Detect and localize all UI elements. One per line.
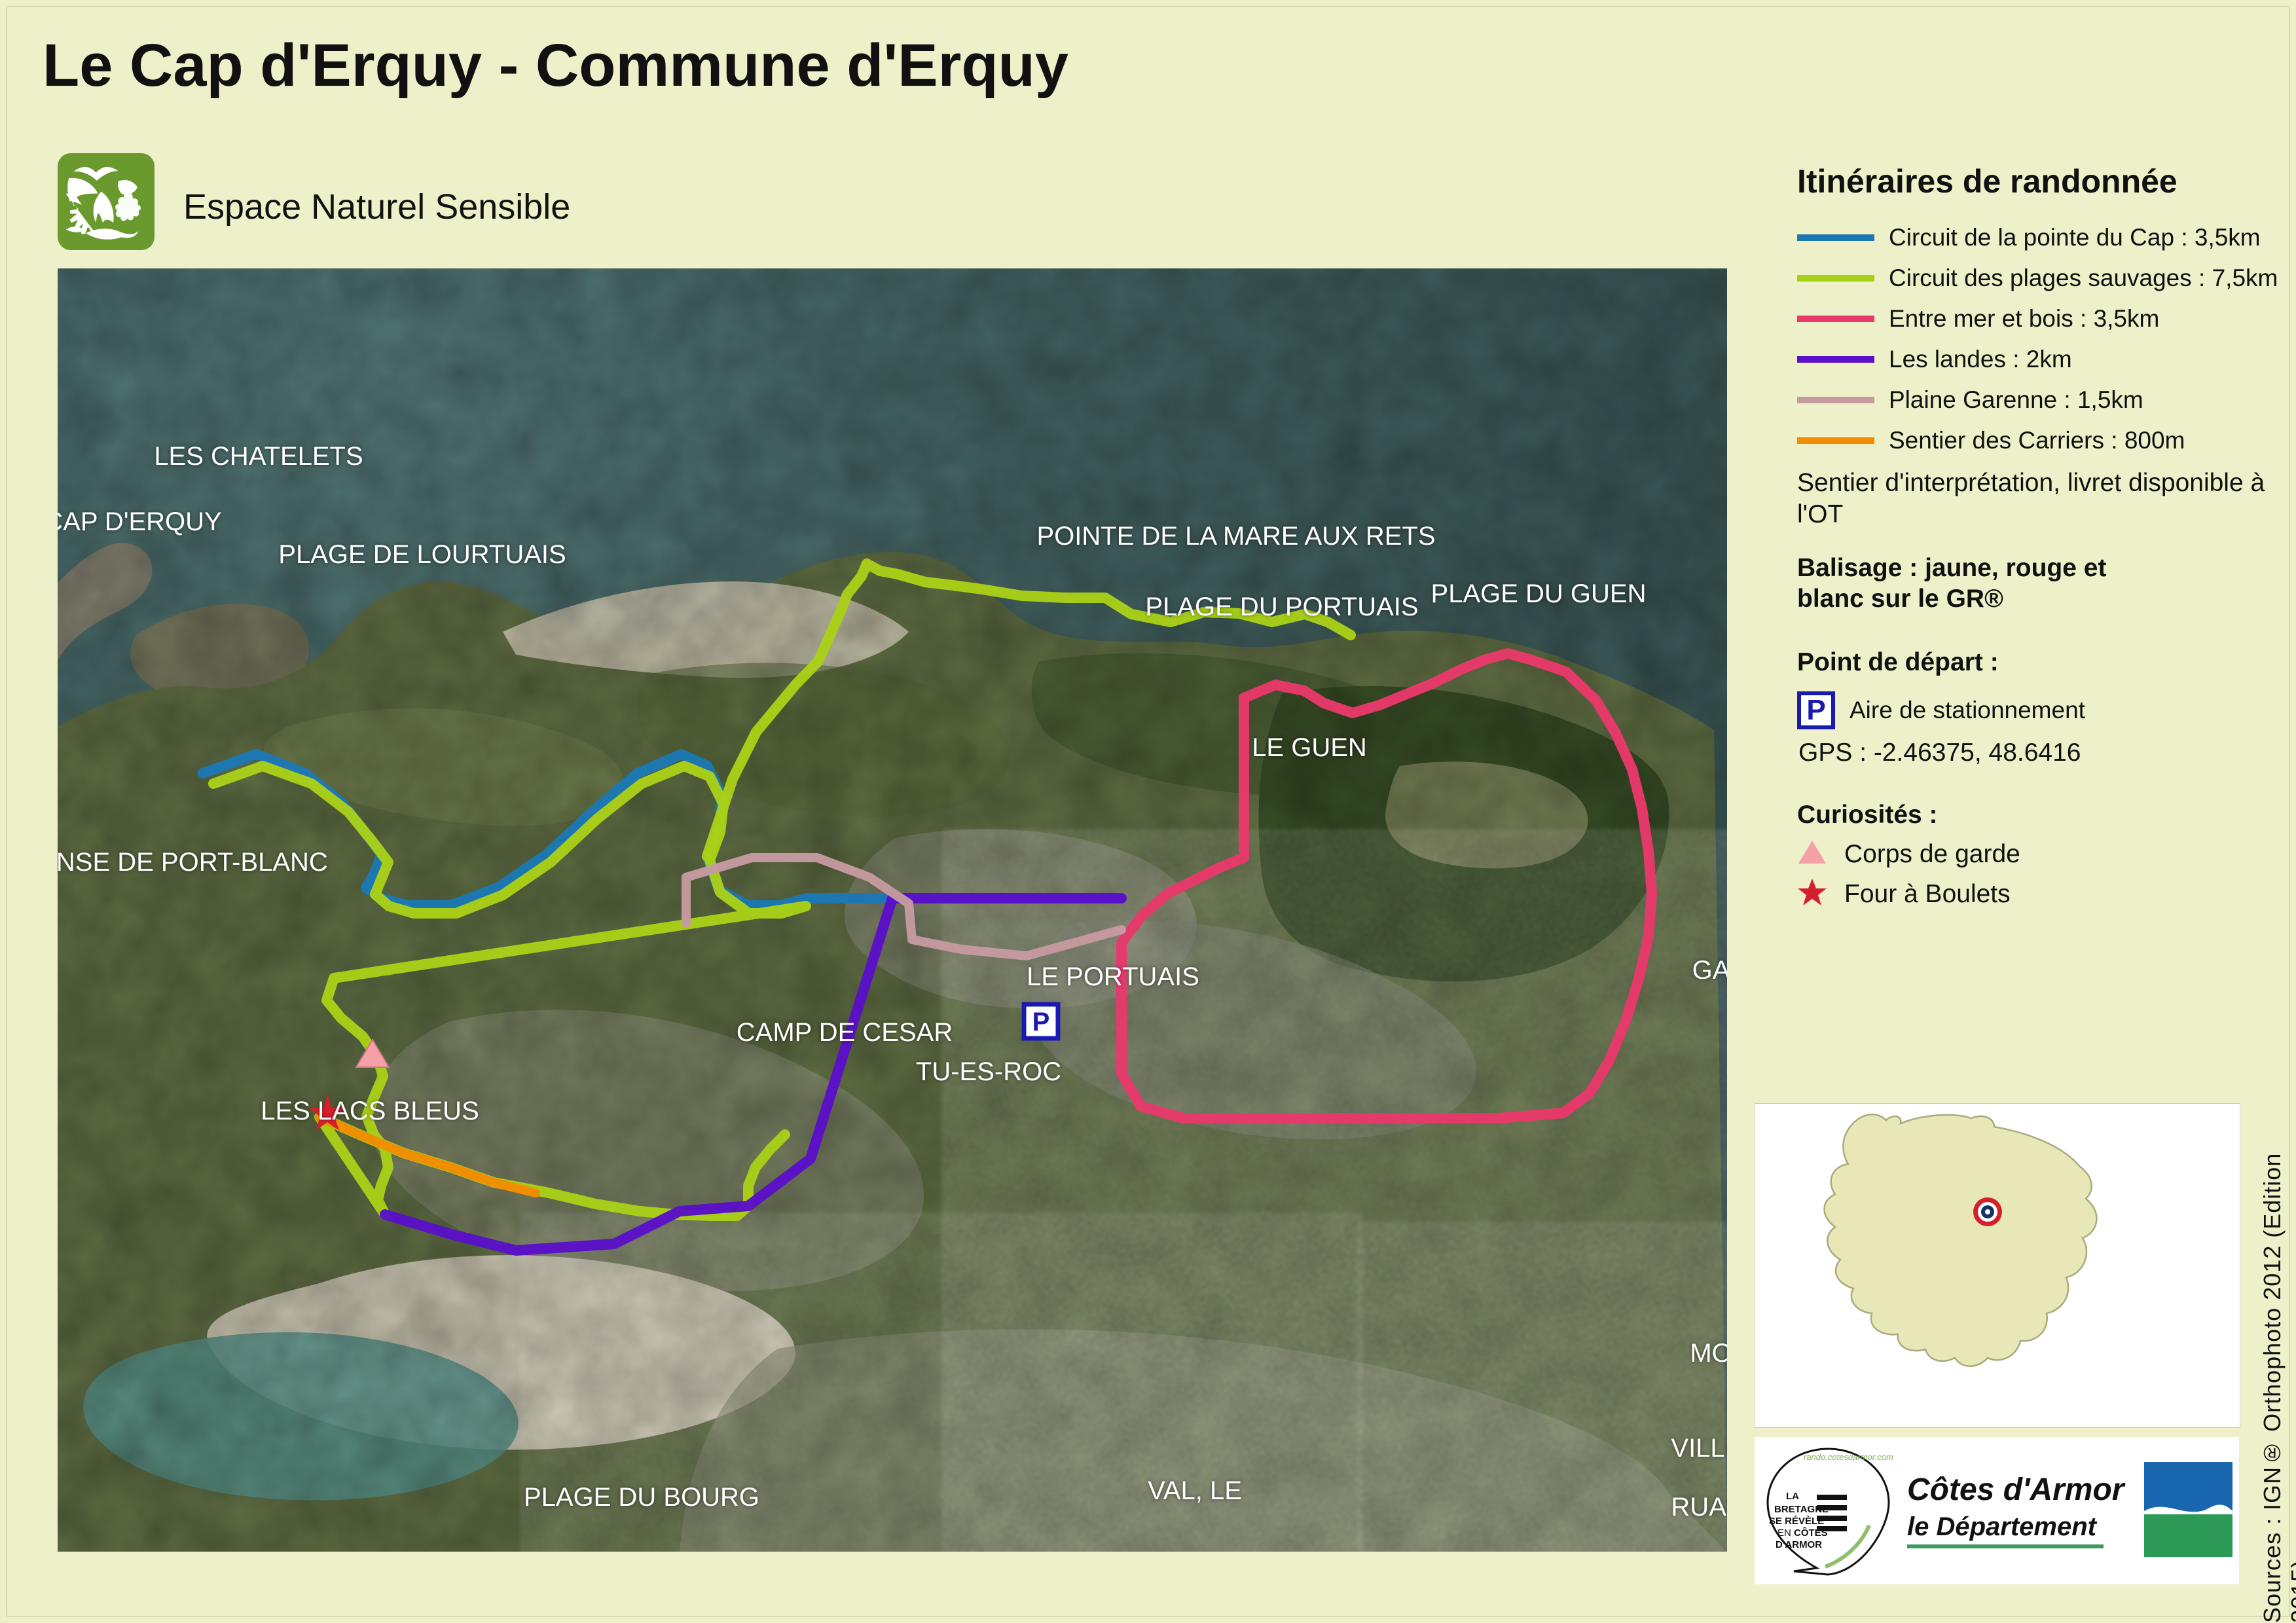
svg-text:VILLE G: VILLE G: [1671, 1434, 1727, 1463]
svg-text:LES LACS BLEUS: LES LACS BLEUS: [261, 1097, 479, 1125]
svg-text:PLAGE DU BOURG: PLAGE DU BOURG: [524, 1483, 759, 1512]
svg-text:LE GUEN: LE GUEN: [1252, 733, 1367, 762]
svg-text:PLAGE DE LOURTUAIS: PLAGE DE LOURTUAIS: [278, 540, 566, 569]
svg-text:P: P: [1032, 1008, 1050, 1036]
svg-text:CAMP DE CESAR: CAMP DE CESAR: [737, 1018, 953, 1047]
svg-text:SE RÉVÈLE: SE RÉVÈLE: [1769, 1516, 1824, 1527]
svg-text:D'ARMOR: D'ARMOR: [1776, 1539, 1822, 1550]
svg-text:GAR: GAR: [1692, 956, 1727, 985]
svg-text:rando.cotesdarmor.com: rando.cotesdarmor.com: [1804, 1452, 1893, 1462]
svg-text:CAP D'ERQUY: CAP D'ERQUY: [58, 507, 222, 536]
svg-text:LA: LA: [1786, 1491, 1799, 1502]
svg-text:TU-ES-ROC: TU-ES-ROC: [916, 1057, 1061, 1086]
svg-text:VAL, LE: VAL, LE: [1148, 1476, 1242, 1505]
svg-text:le Département: le Département: [1907, 1512, 2098, 1541]
svg-text:POINTE DE LA MARE AUX RETS: POINTE DE LA MARE AUX RETS: [1036, 522, 1435, 551]
svg-text:ANSE DE PORT-BLANC: ANSE DE PORT-BLANC: [58, 848, 328, 877]
svg-text:PLAGE DU PORTUAIS: PLAGE DU PORTUAIS: [1145, 593, 1418, 621]
svg-text:LE PORTUAIS: LE PORTUAIS: [1027, 962, 1199, 991]
svg-text:LES CHATELETS: LES CHATELETS: [154, 442, 363, 471]
svg-text:RUAUX,: RUAUX,: [1671, 1493, 1727, 1522]
svg-text:PLAGE DU GUEN: PLAGE DU GUEN: [1431, 579, 1647, 608]
svg-text:MOU: MOU: [1690, 1339, 1727, 1368]
svg-text:Côtes d'Armor: Côtes d'Armor: [1907, 1472, 2126, 1507]
